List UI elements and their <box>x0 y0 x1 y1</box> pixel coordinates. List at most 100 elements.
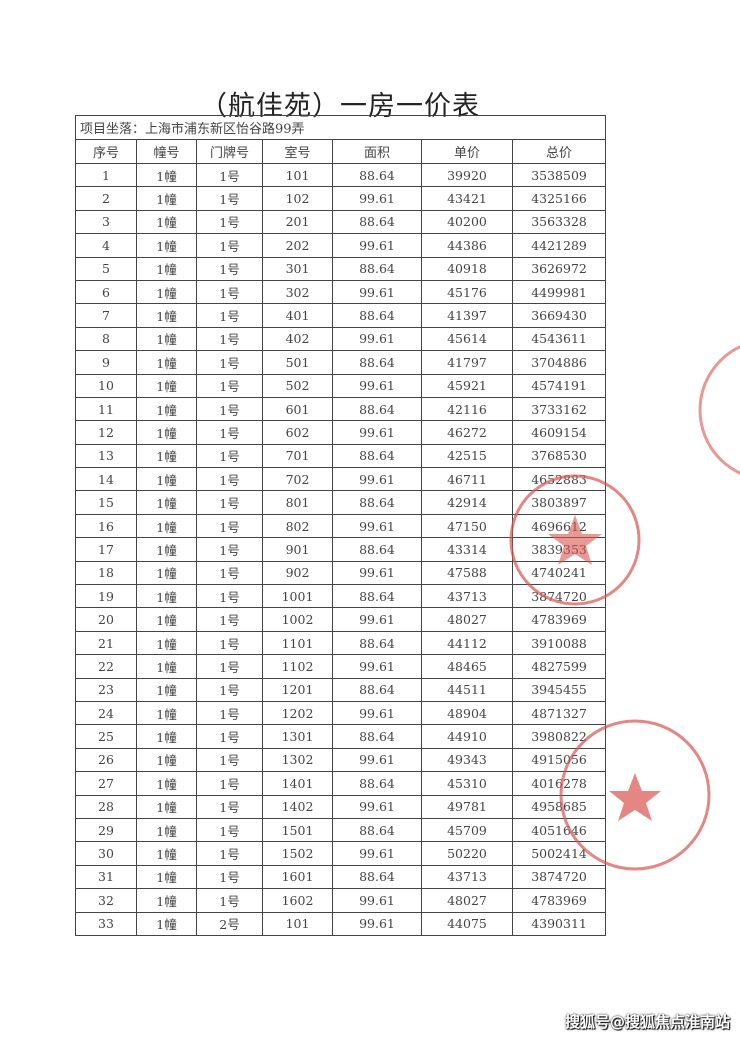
table-cell: 1502 <box>262 841 333 866</box>
table-row: 8 1幢 1号 402 99.61 45614 4543611 <box>75 326 607 352</box>
table-cell: 40918 <box>421 256 513 281</box>
table-cell: 1001 <box>262 584 333 609</box>
table-cell: 21 <box>75 630 137 656</box>
table-cell: 1幢 <box>136 186 197 211</box>
table-row: 24 1幢 1号 1202 99.61 48904 4871327 <box>75 700 607 726</box>
table-row: 16 1幢 1号 802 99.61 47150 4696612 <box>75 513 607 539</box>
table-cell: 88.64 <box>332 537 422 562</box>
table-cell: 19 <box>75 584 137 609</box>
table-cell: 1号 <box>196 186 263 211</box>
table-cell: 401 <box>262 303 333 328</box>
table-cell: 29 <box>75 817 137 843</box>
table-cell: 1幢 <box>136 443 197 469</box>
table-cell: 3626972 <box>511 256 607 281</box>
table-cell: 1402 <box>262 794 333 819</box>
table-row: 4 1幢 1号 202 99.61 44386 4421289 <box>75 233 607 258</box>
table-row: 10 1幢 1号 502 99.61 45921 4574191 <box>75 373 607 398</box>
table-cell: 4574191 <box>511 373 607 398</box>
table-cell: 5002414 <box>511 841 607 866</box>
column-header: 面积 <box>332 139 422 164</box>
table-cell: 88.64 <box>332 162 422 188</box>
table-row: 25 1幢 1号 1301 88.64 44910 3980822 <box>75 724 607 749</box>
table-cell: 32 <box>75 888 137 913</box>
table-row: 23 1幢 1号 1201 88.64 44511 3945455 <box>75 677 607 702</box>
column-header: 单价 <box>421 139 513 164</box>
table-cell: 45614 <box>421 326 513 352</box>
column-header: 室号 <box>262 139 333 164</box>
table-cell: 3733162 <box>511 396 607 422</box>
table-cell: 3980822 <box>511 724 607 749</box>
table-cell: 42116 <box>421 396 513 422</box>
column-header: 幢号 <box>136 139 197 164</box>
table-cell: 1幢 <box>136 467 197 492</box>
table-cell: 4958685 <box>511 794 607 819</box>
column-header: 序号 <box>75 139 137 164</box>
table-cell: 14 <box>75 467 137 492</box>
table-cell: 16 <box>75 513 137 539</box>
table-cell: 27 <box>75 771 137 796</box>
table-cell: 201 <box>262 209 333 235</box>
table-cell: 33 <box>75 911 137 936</box>
table-cell: 4609154 <box>511 420 607 445</box>
table-cell: 99.61 <box>332 794 422 819</box>
price-table: 项目坐落：上海市浦东新区怡谷路99弄 序号 幢号 门牌号 室号 面积 单价 总价 1 1幢 1号… <box>74 115 607 936</box>
table-cell: 4696612 <box>511 513 607 539</box>
table-cell: 1号 <box>196 817 263 843</box>
table-cell: 4783969 <box>511 888 607 913</box>
table-cell: 24 <box>75 700 137 726</box>
table-cell: 44075 <box>421 911 513 936</box>
table-cell: 1602 <box>262 888 333 913</box>
table-cell: 801 <box>262 490 333 515</box>
table-cell: 41397 <box>421 303 513 328</box>
table-cell: 48904 <box>421 700 513 726</box>
table-cell: 48027 <box>421 607 513 632</box>
table-cell: 1401 <box>262 771 333 796</box>
table-cell: 1幢 <box>136 209 197 235</box>
table-cell: 1幢 <box>136 677 197 702</box>
table-cell: 48027 <box>421 888 513 913</box>
table-cell: 1幢 <box>136 233 197 258</box>
table-cell: 43713 <box>421 864 513 890</box>
column-header: 总价 <box>511 139 607 164</box>
table-cell: 1号 <box>196 303 263 328</box>
table-cell: 99.61 <box>332 233 422 258</box>
table-row: 33 1幢 2号 101 99.61 44075 4390311 <box>75 911 607 936</box>
table-cell: 1号 <box>196 771 263 796</box>
table-cell: 1幢 <box>136 607 197 632</box>
table-cell: 44386 <box>421 233 513 258</box>
table-cell: 45921 <box>421 373 513 398</box>
table-row: 14 1幢 1号 702 99.61 46711 4652883 <box>75 467 607 492</box>
table-cell: 1号 <box>196 584 263 609</box>
table-cell: 88.64 <box>332 396 422 422</box>
table-cell: 99.61 <box>332 186 422 211</box>
table-row: 31 1幢 1号 1601 88.64 43713 3874720 <box>75 864 607 890</box>
table-cell: 99.61 <box>332 607 422 632</box>
table-cell: 18 <box>75 560 137 586</box>
table-cell: 3874720 <box>511 584 607 609</box>
table-cell: 1幢 <box>136 350 197 375</box>
table-row: 3 1幢 1号 201 88.64 40200 3563328 <box>75 209 607 235</box>
table-cell: 1幢 <box>136 420 197 445</box>
table-cell: 101 <box>262 911 333 936</box>
table-cell: 402 <box>262 326 333 352</box>
table-cell: 88.64 <box>332 490 422 515</box>
table-cell: 17 <box>75 537 137 562</box>
table-row: 15 1幢 1号 801 88.64 42914 3803897 <box>75 490 607 515</box>
table-cell: 3563328 <box>511 209 607 235</box>
table-row: 11 1幢 1号 601 88.64 42116 3733162 <box>75 396 607 422</box>
table-cell: 99.61 <box>332 279 422 305</box>
table-cell: 88.64 <box>332 584 422 609</box>
table-cell: 1幢 <box>136 630 197 656</box>
table-cell: 11 <box>75 396 137 422</box>
table-cell: 4783969 <box>511 607 607 632</box>
table-cell: 1幢 <box>136 396 197 422</box>
table-cell: 4390311 <box>511 911 607 936</box>
table-cell: 1102 <box>262 654 333 679</box>
table-row: 12 1幢 1号 602 99.61 46272 4609154 <box>75 420 607 445</box>
table-cell: 88.64 <box>332 209 422 235</box>
table-cell: 99.61 <box>332 467 422 492</box>
table-cell: 301 <box>262 256 333 281</box>
table-cell: 1501 <box>262 817 333 843</box>
table-cell: 1002 <box>262 607 333 632</box>
table-cell: 28 <box>75 794 137 819</box>
